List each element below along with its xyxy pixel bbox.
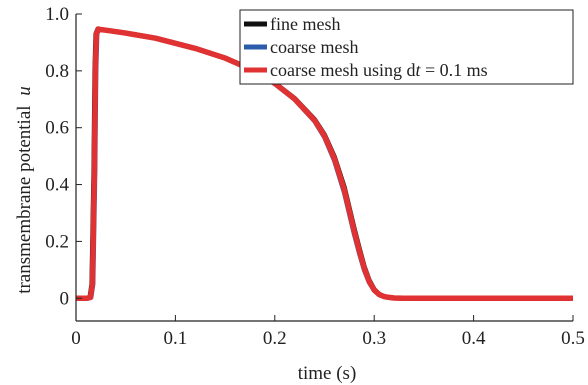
y-axis-label-variable: u <box>14 86 35 96</box>
y-tick-label: 0.8 <box>45 61 69 82</box>
x-tick-label: 0.4 <box>462 328 486 349</box>
legend: fine mesh coarse mesh coarse mesh using dt… <box>239 9 574 85</box>
y-tick-label: 0.4 <box>45 175 69 196</box>
y-axis-label-text: transmembrane potential <box>14 105 35 293</box>
series-line-3 <box>76 26 573 302</box>
x-tick-label: 0.2 <box>263 328 287 349</box>
legend-label: fine mesh <box>270 14 340 34</box>
x-tick-label: 0.3 <box>362 328 386 349</box>
y-axis-label: transmembrane potential u <box>14 86 35 294</box>
y-tick-label: 1.0 <box>45 4 69 25</box>
x-tick-label: 0.5 <box>561 328 585 349</box>
y-tick-label: 0.2 <box>45 231 69 252</box>
legend-box <box>239 9 574 85</box>
legend-label: coarse mesh using dt = 0.1 ms <box>270 60 488 80</box>
y-tick-label: 0.6 <box>45 118 69 139</box>
x-tick-label: 0 <box>71 328 81 349</box>
x-axis-label: time (s) <box>298 363 357 384</box>
legend-label: coarse mesh <box>270 37 358 57</box>
x-tick-label: 0.1 <box>164 328 188 349</box>
axes: 0 0.1 0.2 0.3 0.4 0.5 0 0.2 0.4 0.6 0.8 1.0 <box>45 4 585 349</box>
y-tick-label: 0 <box>60 288 70 309</box>
plot-area <box>76 26 573 302</box>
